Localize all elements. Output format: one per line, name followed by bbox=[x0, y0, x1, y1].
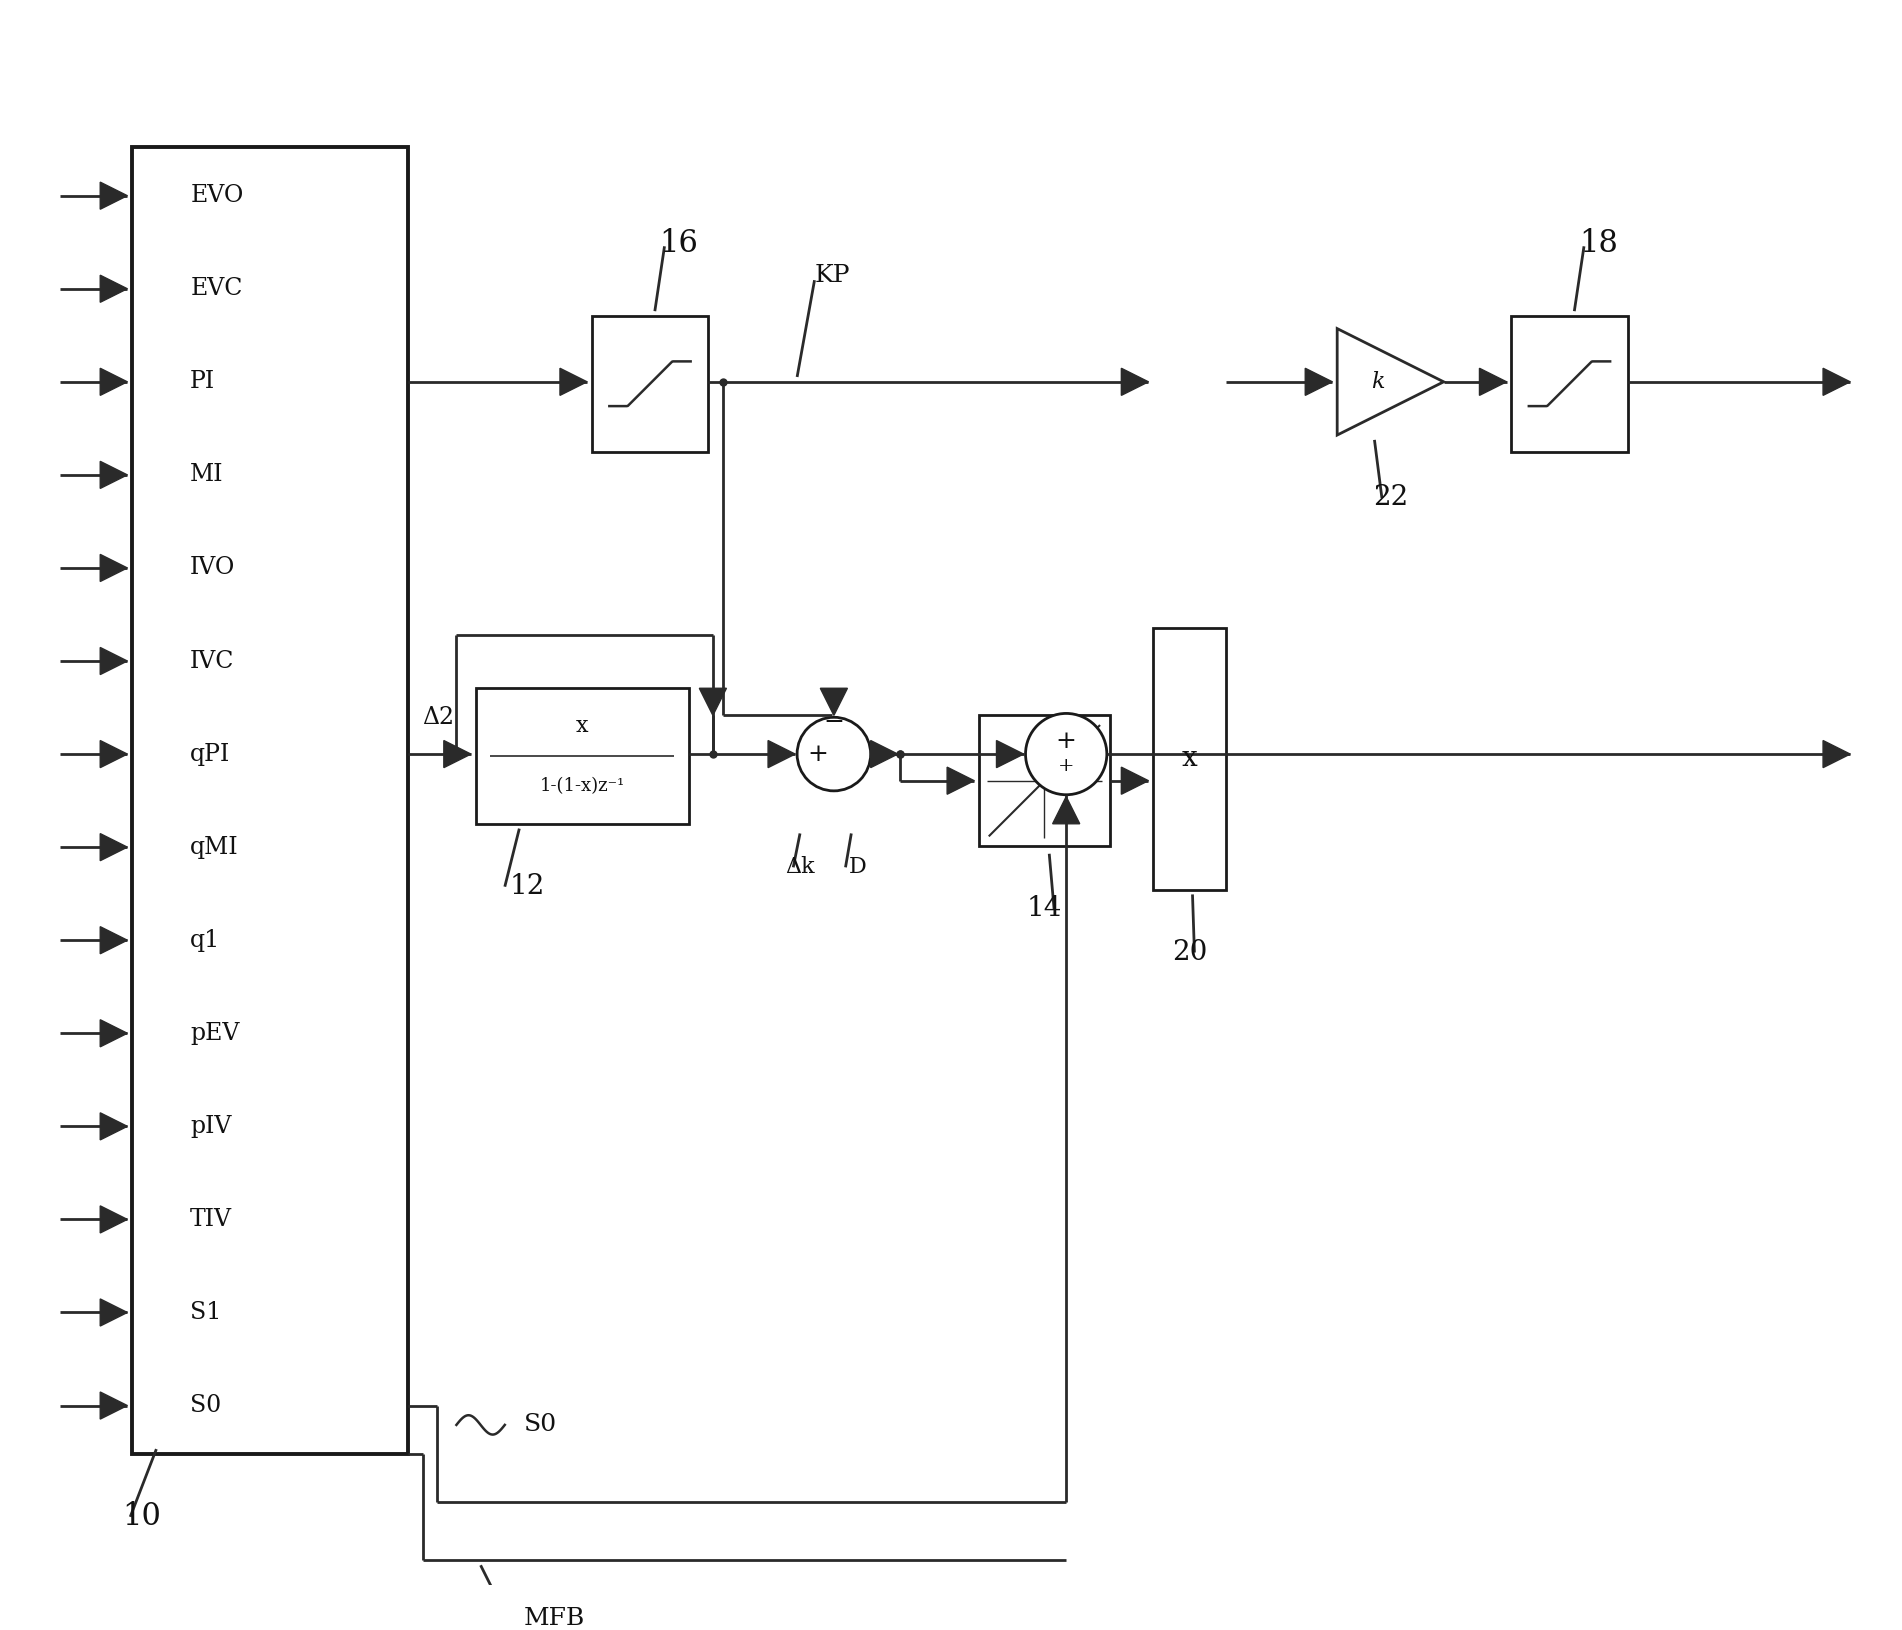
Circle shape bbox=[1025, 714, 1107, 795]
Text: Δk: Δk bbox=[786, 856, 814, 879]
Polygon shape bbox=[1824, 368, 1851, 396]
Text: 10: 10 bbox=[122, 1501, 162, 1532]
Text: S1: S1 bbox=[190, 1301, 223, 1324]
Text: +: + bbox=[1056, 730, 1077, 753]
Text: k: k bbox=[1371, 370, 1385, 393]
Polygon shape bbox=[871, 740, 898, 768]
Text: TIV: TIV bbox=[190, 1208, 232, 1231]
Text: x: x bbox=[1181, 745, 1198, 773]
Polygon shape bbox=[101, 183, 127, 209]
Text: q1: q1 bbox=[190, 929, 221, 952]
Polygon shape bbox=[1480, 368, 1506, 396]
Polygon shape bbox=[101, 647, 127, 675]
Text: MFB: MFB bbox=[525, 1607, 586, 1630]
Text: +: + bbox=[1058, 758, 1075, 776]
Text: EVO: EVO bbox=[190, 184, 243, 207]
Text: pIV: pIV bbox=[190, 1115, 232, 1138]
Text: IVC: IVC bbox=[190, 649, 234, 673]
Polygon shape bbox=[101, 1206, 127, 1232]
Text: KP: KP bbox=[814, 264, 850, 287]
Text: MI: MI bbox=[190, 463, 224, 486]
Polygon shape bbox=[997, 740, 1023, 768]
Polygon shape bbox=[700, 688, 727, 716]
Text: Δ2: Δ2 bbox=[422, 706, 455, 729]
Text: 22: 22 bbox=[1373, 484, 1407, 512]
Polygon shape bbox=[101, 368, 127, 396]
Polygon shape bbox=[1305, 368, 1331, 396]
Polygon shape bbox=[101, 927, 127, 954]
Polygon shape bbox=[768, 740, 795, 768]
Text: x: x bbox=[576, 716, 588, 737]
Text: 1-(1-x)z⁻¹: 1-(1-x)z⁻¹ bbox=[540, 778, 626, 795]
Polygon shape bbox=[1122, 768, 1149, 794]
Text: qMI: qMI bbox=[190, 836, 240, 859]
Text: qPI: qPI bbox=[190, 743, 230, 766]
Polygon shape bbox=[1824, 740, 1851, 768]
Polygon shape bbox=[1052, 797, 1080, 823]
Bar bbox=[592, 316, 708, 452]
Polygon shape bbox=[1122, 368, 1149, 396]
Polygon shape bbox=[101, 554, 127, 582]
Text: PI: PI bbox=[190, 370, 215, 393]
Polygon shape bbox=[443, 740, 472, 768]
Bar bbox=[980, 716, 1109, 846]
Text: −: − bbox=[824, 711, 844, 734]
Polygon shape bbox=[101, 1113, 127, 1139]
Polygon shape bbox=[101, 833, 127, 861]
Circle shape bbox=[797, 717, 871, 791]
Polygon shape bbox=[820, 688, 848, 716]
Text: 12: 12 bbox=[510, 874, 546, 900]
Text: 14: 14 bbox=[1027, 895, 1061, 923]
Polygon shape bbox=[101, 1392, 127, 1420]
Bar bbox=[476, 688, 689, 823]
Text: S0: S0 bbox=[525, 1413, 557, 1436]
Polygon shape bbox=[101, 1299, 127, 1327]
Bar bbox=[1153, 628, 1227, 890]
Text: D: D bbox=[848, 856, 867, 879]
Polygon shape bbox=[101, 740, 127, 768]
Text: IVO: IVO bbox=[190, 556, 236, 579]
Polygon shape bbox=[559, 368, 588, 396]
Polygon shape bbox=[101, 275, 127, 302]
Polygon shape bbox=[947, 768, 974, 794]
Text: 16: 16 bbox=[660, 228, 698, 259]
Bar bbox=[131, 147, 409, 1454]
Polygon shape bbox=[101, 1020, 127, 1046]
Text: S0: S0 bbox=[190, 1394, 221, 1416]
Bar bbox=[1512, 316, 1628, 452]
Text: pEV: pEV bbox=[190, 1022, 240, 1045]
Text: 18: 18 bbox=[1579, 228, 1619, 259]
Polygon shape bbox=[1337, 329, 1444, 435]
Polygon shape bbox=[101, 461, 127, 489]
Text: EVC: EVC bbox=[190, 277, 243, 300]
Text: 20: 20 bbox=[1172, 939, 1208, 967]
Text: +: + bbox=[806, 743, 827, 766]
